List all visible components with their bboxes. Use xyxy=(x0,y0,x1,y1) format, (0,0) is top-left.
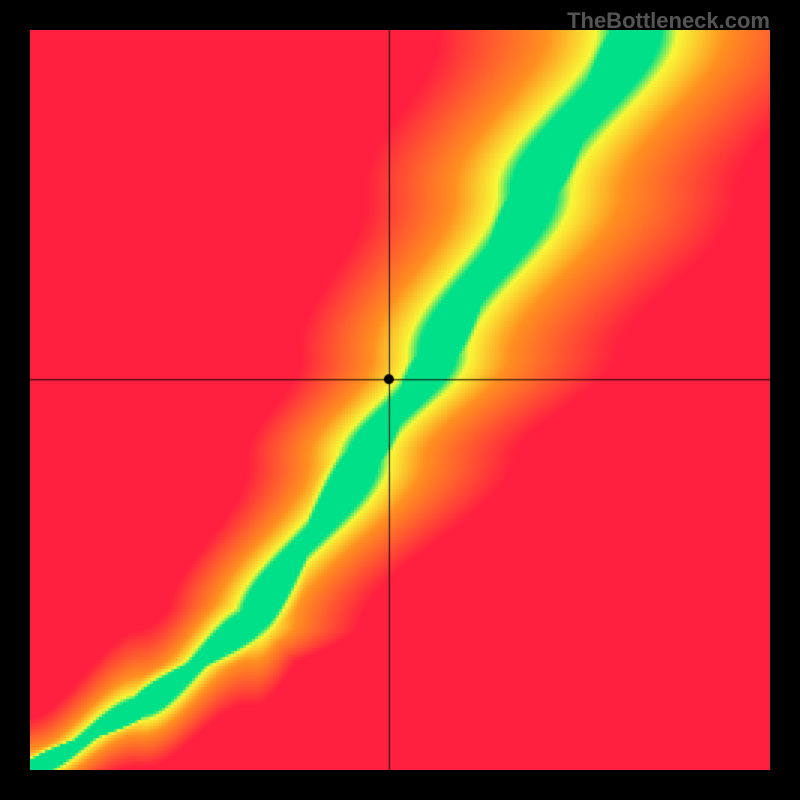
watermark-text: TheBottleneck.com xyxy=(567,8,770,34)
chart-container: TheBottleneck.com xyxy=(0,0,800,800)
bottleneck-heatmap xyxy=(30,30,770,770)
